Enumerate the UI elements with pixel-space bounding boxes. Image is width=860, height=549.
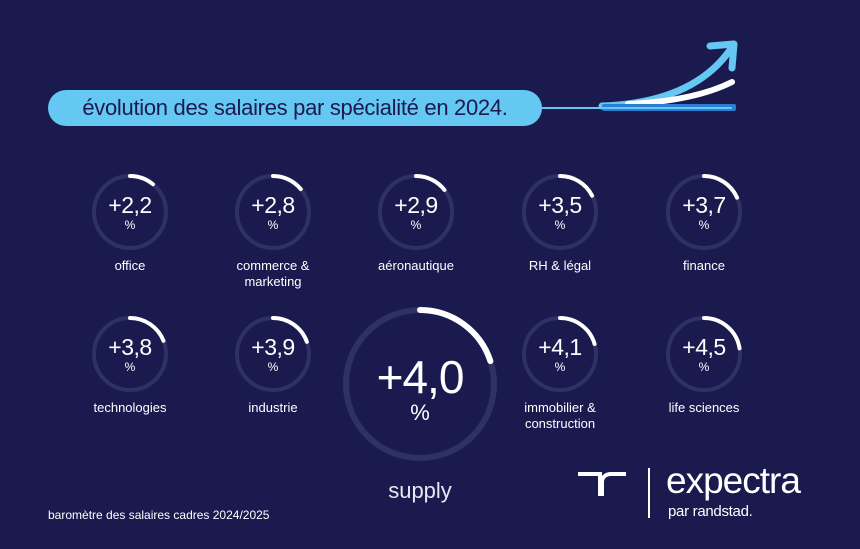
gauge-unit: % xyxy=(554,360,566,374)
gauge-unit: % xyxy=(698,218,710,232)
title-rule xyxy=(542,107,732,109)
randstad-logo-icon xyxy=(578,472,626,496)
gauge-unit: % xyxy=(267,218,279,232)
gauge-value: +2,2 xyxy=(108,192,152,218)
gauge-ring xyxy=(666,174,742,250)
gauge-8: +4,1 % immobilier & construction xyxy=(495,314,625,432)
gauge-label: office xyxy=(114,258,146,273)
gauge-label: technologies xyxy=(93,400,167,415)
gauge-2: +2,8 % commerce & marketing xyxy=(208,172,338,290)
gauge-value: +3,8 xyxy=(108,334,152,360)
gauge-label: finance xyxy=(683,258,725,273)
gauge-ring xyxy=(666,316,742,392)
gauge-3: +2,9 % aéronautique xyxy=(351,172,481,274)
gauge-4: +3,5 % RH & légal xyxy=(495,172,625,274)
highlight-gauge-chart xyxy=(343,307,497,461)
gauge-label: commerce & marketing xyxy=(236,258,310,289)
gauge-ring xyxy=(522,174,598,250)
gauge-label: industrie xyxy=(248,400,298,415)
gauge-value: +4,1 xyxy=(538,334,582,360)
page-title: évolution des salaires par spécialité en… xyxy=(48,90,542,126)
gauge-label: life sciences xyxy=(668,400,740,415)
gauge-value: +3,5 xyxy=(538,192,582,218)
highlight-unit: % xyxy=(410,400,430,425)
growth-arrow-icon xyxy=(598,40,738,111)
gauge-unit: % xyxy=(698,360,710,374)
footer-source: baromètre des salaires cadres 2024/2025 xyxy=(48,508,270,522)
gauge-value: +4,5 xyxy=(682,334,726,360)
highlight-gauge: +4,0 % xyxy=(340,304,500,469)
logo-divider xyxy=(648,468,650,518)
gauge-9: +4,5 % life sciences xyxy=(639,314,769,416)
brand-name: expectra xyxy=(666,460,801,501)
gauge-7: +3,9 % industrie xyxy=(208,314,338,416)
gauge-ring xyxy=(92,316,168,392)
gauge-value: +3,7 xyxy=(682,192,726,218)
gauge-ring xyxy=(235,316,311,392)
gauge-label: aéronautique xyxy=(378,258,454,273)
gauge-ring xyxy=(235,174,311,250)
gauge-unit: % xyxy=(124,218,136,232)
highlight-label: supply xyxy=(388,478,452,503)
brand-tagline: par randstad. xyxy=(668,503,753,520)
gauge-value: +2,9 xyxy=(394,192,438,218)
gauge-label: immobilier & construction xyxy=(524,400,596,431)
highlight-value: +4,0 xyxy=(376,351,465,403)
gauge-ring xyxy=(378,174,454,250)
gauge-value: +2,8 xyxy=(251,192,295,218)
gauge-unit: % xyxy=(410,218,422,232)
gauge-unit: % xyxy=(267,360,279,374)
gauge-ring xyxy=(92,174,168,250)
gauge-5: +3,7 % finance xyxy=(639,172,769,274)
gauge-unit: % xyxy=(124,360,136,374)
gauge-unit: % xyxy=(554,218,566,232)
gauge-value: +3,9 xyxy=(251,334,295,360)
gauge-1: +2,2 % office xyxy=(65,172,195,274)
gauge-ring xyxy=(522,316,598,392)
gauge-6: +3,8 % technologies xyxy=(65,314,195,416)
gauge-label: RH & légal xyxy=(528,258,592,273)
